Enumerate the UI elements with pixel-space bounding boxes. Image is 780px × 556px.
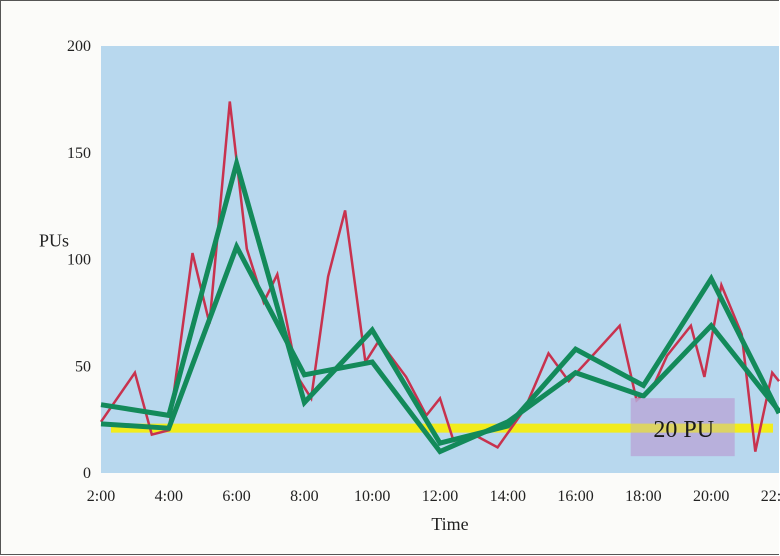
series-line-3 xyxy=(100,240,780,455)
x-tick-label: 12:00 xyxy=(422,488,458,505)
series-line-2 xyxy=(100,154,780,446)
annotation-label: 20 PU xyxy=(653,417,714,443)
x-tick-label: 6:00 xyxy=(222,488,250,505)
series-line-1 xyxy=(99,101,780,452)
y-tick-label: 50 xyxy=(75,358,91,375)
x-tick-label: 16:00 xyxy=(557,488,593,505)
x-tick-label: 8:00 xyxy=(290,488,318,505)
series-layer xyxy=(99,101,780,455)
y-tick-labels: 0 50 100 150 200 xyxy=(67,38,91,482)
annotation-layer: 20 PU xyxy=(630,398,735,457)
y-tick-label: 200 xyxy=(67,38,91,55)
x-tick-label: 4:00 xyxy=(155,488,183,505)
x-tick-label: 2:00 xyxy=(87,488,115,505)
x-tick-label: 10:00 xyxy=(354,488,390,505)
y-tick-label: 100 xyxy=(67,252,91,269)
x-tick-label: 14:00 xyxy=(490,488,526,505)
y-axis-label: PUs xyxy=(39,231,69,251)
x-tick-label: 20:00 xyxy=(693,488,729,505)
y-tick-label: 150 xyxy=(67,145,91,162)
x-tick-labels: 2:00 4:00 6:00 8:00 10:00 12:00 14:00 16:00 18:0… xyxy=(87,488,780,505)
x-tick-label: 18:00 xyxy=(625,488,661,505)
x-tick-label: 22:00 xyxy=(761,488,780,505)
y-tick-label: 0 xyxy=(83,465,91,482)
x-axis-label: Time xyxy=(431,514,468,534)
